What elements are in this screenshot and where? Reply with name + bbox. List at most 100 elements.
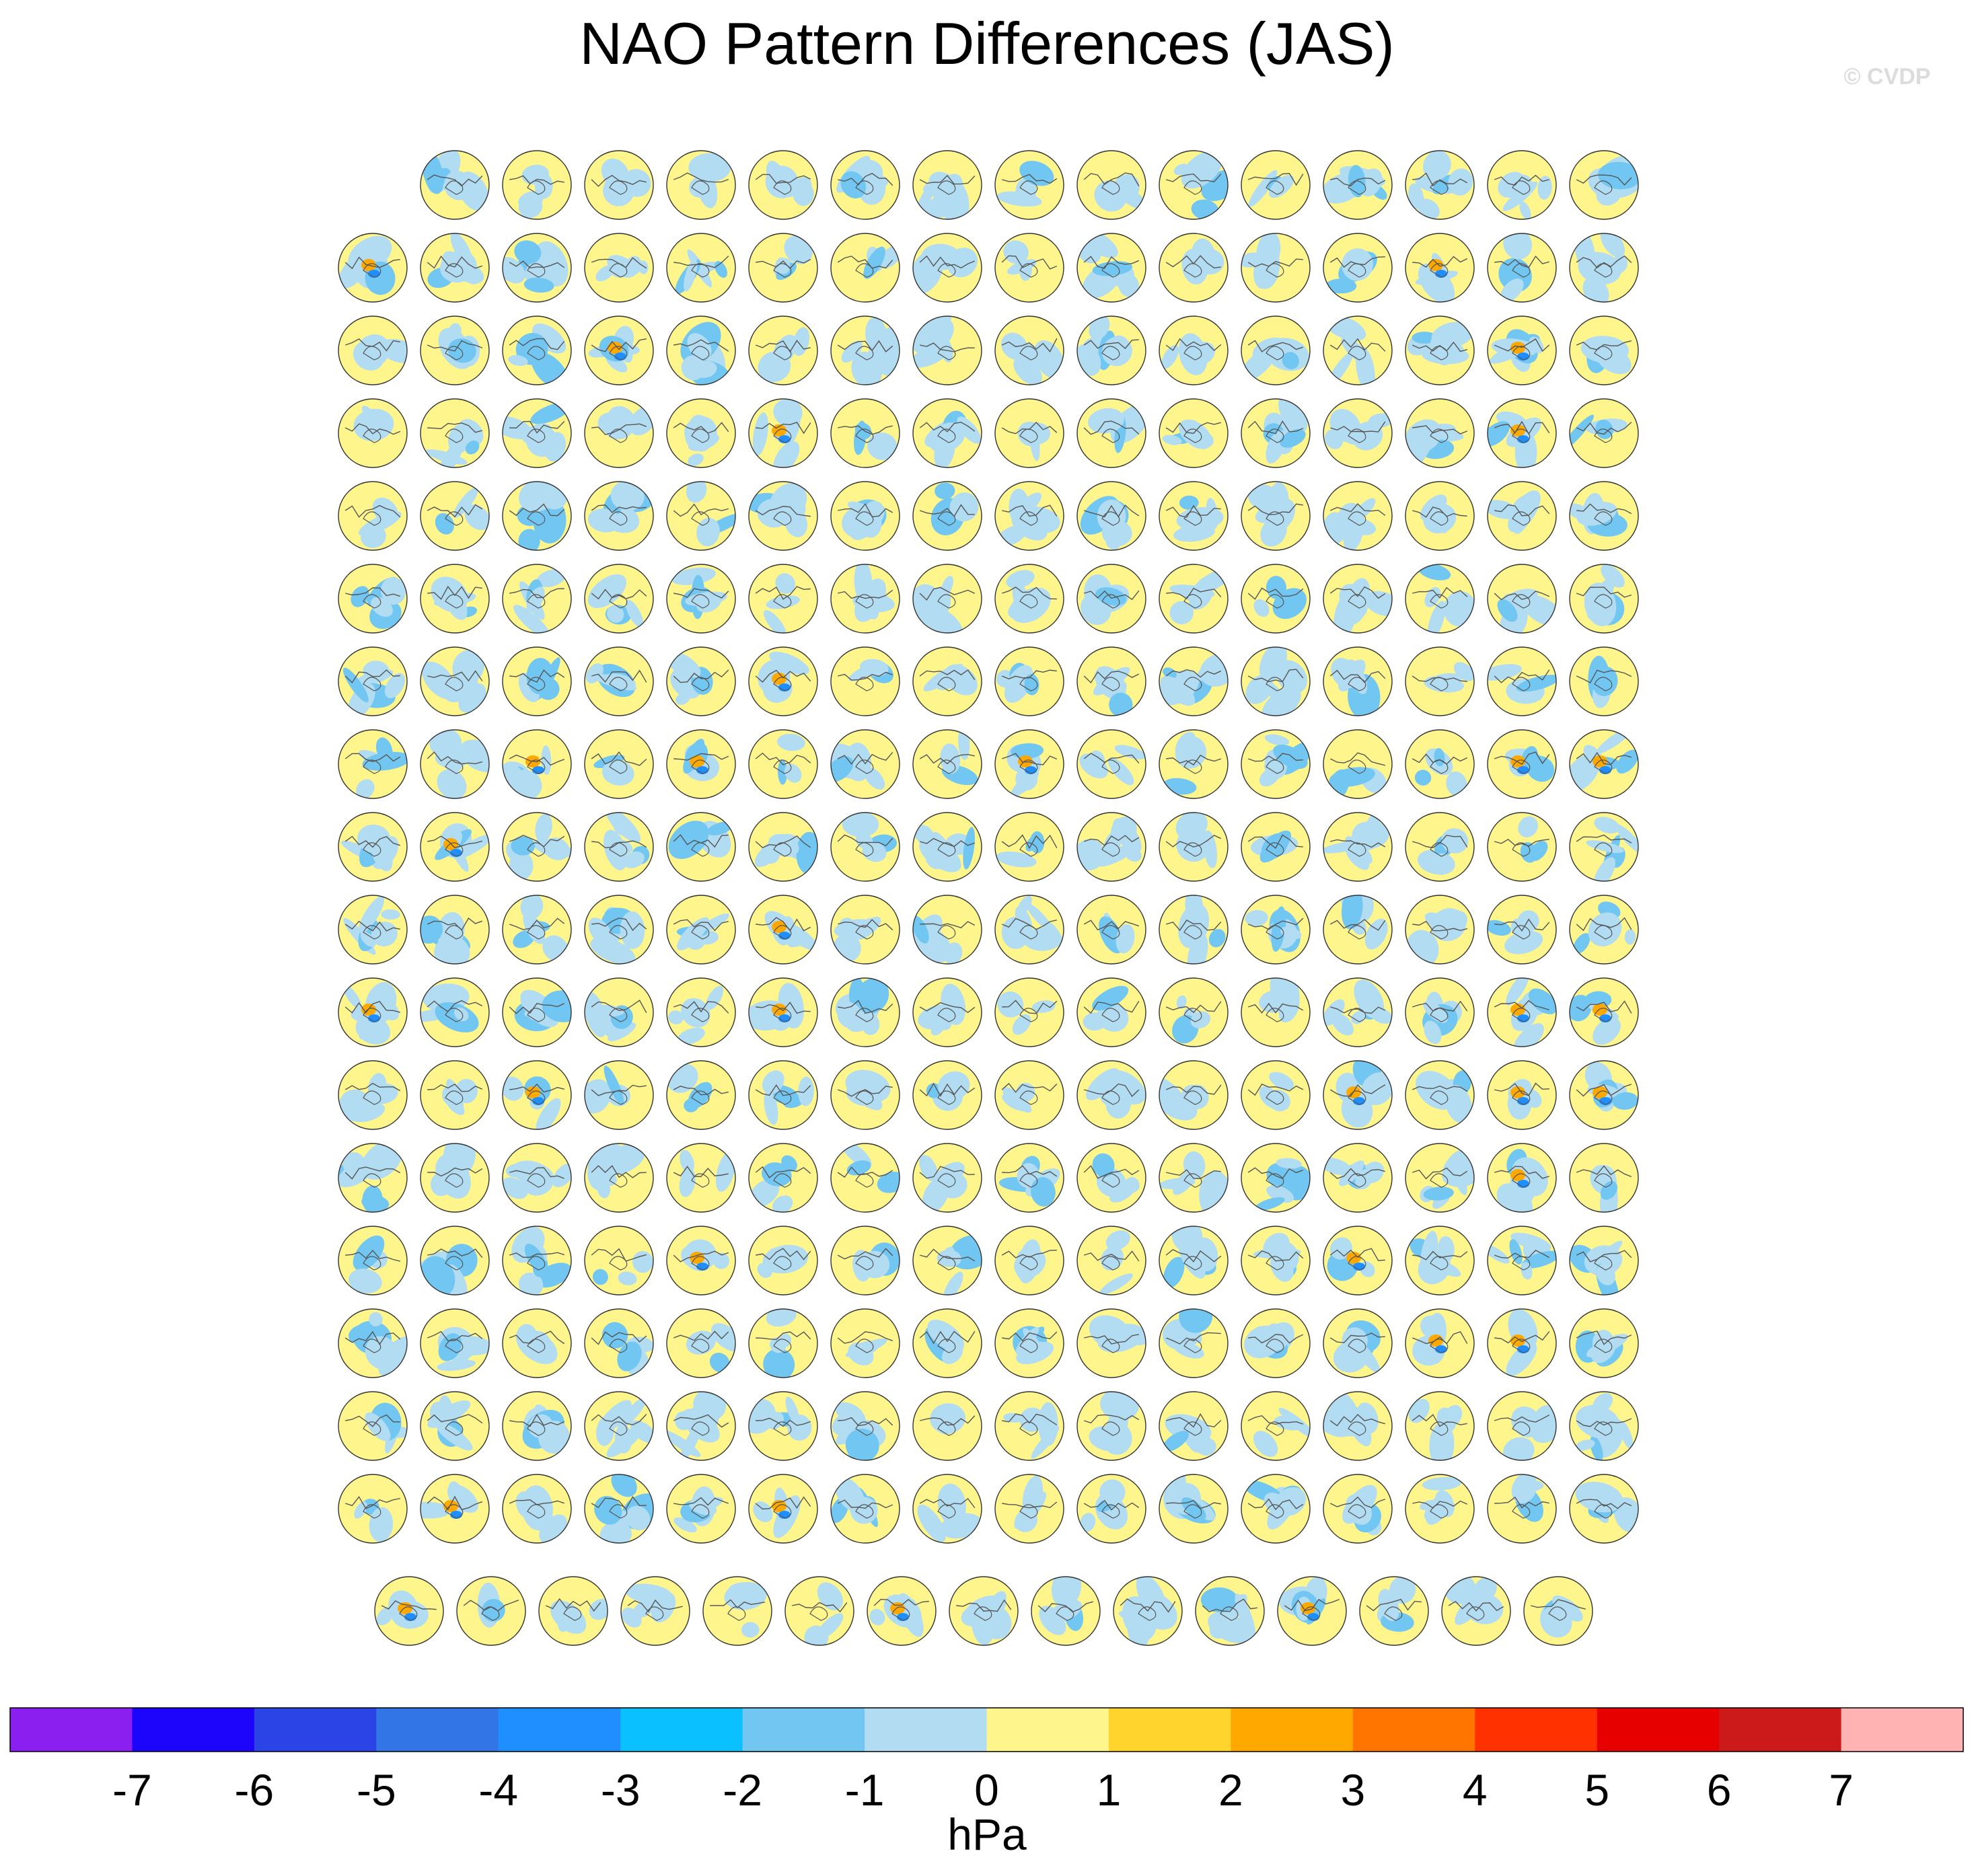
map-panel-border xyxy=(502,1391,572,1461)
map-panel xyxy=(421,399,489,467)
map-panel-border xyxy=(1076,1391,1146,1461)
map-panel xyxy=(375,1577,443,1645)
map-panel-border xyxy=(748,150,818,220)
map-panel-border xyxy=(1159,315,1229,385)
map-panel xyxy=(1570,399,1638,467)
map-panel-border xyxy=(912,1474,982,1544)
map-panel-border xyxy=(994,1474,1064,1544)
map-panel xyxy=(1570,813,1638,881)
map-panel xyxy=(1323,1474,1392,1543)
colorbar-outline xyxy=(9,1707,1964,1752)
map-panel-border xyxy=(994,481,1064,551)
map-panel xyxy=(1159,1061,1228,1129)
map-panel xyxy=(1241,1226,1310,1295)
map-panel xyxy=(831,730,900,798)
map-panel-border xyxy=(912,895,982,965)
map-panel xyxy=(667,1061,735,1129)
map-panel xyxy=(585,564,653,633)
map-panel-border xyxy=(1241,1226,1311,1296)
map-panel-border xyxy=(830,150,900,220)
map-panel-border xyxy=(666,564,736,634)
map-panel-border xyxy=(584,977,654,1047)
map-panel-border xyxy=(1241,895,1311,965)
map-panel xyxy=(667,895,735,964)
map-panel xyxy=(1323,1309,1392,1378)
map-panel xyxy=(1159,1226,1228,1295)
map-panel-border xyxy=(830,1474,900,1544)
map-panel-border xyxy=(1323,481,1393,551)
map-panel xyxy=(995,978,1064,1047)
map-panel-border xyxy=(1405,646,1475,716)
map-panel xyxy=(1077,647,1146,716)
map-panel-border xyxy=(1323,233,1393,303)
map-panel xyxy=(749,233,817,302)
map-panel-border xyxy=(502,1226,572,1296)
map-panel-border xyxy=(1569,1391,1639,1461)
map-panel-border xyxy=(748,315,818,385)
map-panel xyxy=(831,1309,900,1378)
map-panel xyxy=(995,399,1064,467)
map-panel-border xyxy=(1487,150,1557,220)
map-panel-border xyxy=(502,150,572,220)
map-panel-border xyxy=(1569,1226,1639,1296)
map-panel xyxy=(338,233,407,302)
map-panel xyxy=(1488,813,1556,881)
map-panel xyxy=(1570,647,1638,716)
map-panel xyxy=(1488,151,1556,219)
map-panel xyxy=(831,1474,900,1543)
colorbar-swatch xyxy=(1352,1708,1475,1752)
map-panel-border xyxy=(1487,646,1557,716)
map-panel-border xyxy=(1076,895,1146,965)
map-panel-border xyxy=(1487,1474,1557,1544)
map-panel-border xyxy=(912,315,982,385)
colorbar-tick-label: 0 xyxy=(974,1765,999,1815)
map-panel xyxy=(1241,895,1310,964)
map-panel-border xyxy=(1569,895,1639,965)
map-panel-border xyxy=(1076,233,1146,303)
map-panel-border xyxy=(1159,1474,1229,1544)
map-panel-border xyxy=(1159,1060,1229,1130)
map-panel-border xyxy=(994,895,1064,965)
map-panel xyxy=(421,1061,489,1129)
map-panel-border xyxy=(1323,1143,1393,1213)
map-panel-border xyxy=(830,812,900,882)
map-panel-border xyxy=(912,233,982,303)
map-panel-border xyxy=(912,1143,982,1213)
map-panel-border xyxy=(912,481,982,551)
colorbar-tick-label: 4 xyxy=(1463,1765,1488,1815)
map-panel xyxy=(667,1226,735,1295)
map-panel xyxy=(1570,730,1638,798)
map-panel-border xyxy=(338,1060,408,1130)
map-panel xyxy=(995,1309,1064,1378)
colorbar-swatch xyxy=(742,1708,865,1752)
map-panel-border xyxy=(584,646,654,716)
map-panel-border xyxy=(1076,1143,1146,1213)
map-panel xyxy=(338,1309,407,1378)
map-panel xyxy=(503,1061,571,1129)
map-panel-border xyxy=(584,1474,654,1544)
map-panel xyxy=(1159,1392,1228,1460)
map-panel xyxy=(667,482,735,550)
map-panel-border xyxy=(1405,1474,1475,1544)
map-panel xyxy=(1241,1474,1310,1543)
map-panel-border xyxy=(584,1226,654,1296)
map-panel-border xyxy=(338,1143,408,1213)
colorbar-swatch xyxy=(865,1708,987,1752)
map-panel-border xyxy=(748,1308,818,1378)
map-panel-border xyxy=(1569,1474,1639,1544)
map-panel xyxy=(503,316,571,385)
map-panel-border xyxy=(420,1474,490,1544)
map-panel-border xyxy=(1487,1143,1557,1213)
map-panel xyxy=(1570,978,1638,1047)
map-panel-border xyxy=(1405,233,1475,303)
map-panel xyxy=(503,1226,571,1295)
map-panel xyxy=(1113,1577,1182,1645)
map-panel-border xyxy=(748,1226,818,1296)
map-panel xyxy=(1405,895,1474,964)
map-panel-border xyxy=(1323,1308,1393,1378)
map-panel-border xyxy=(830,481,900,551)
colorbar-tick-label: -2 xyxy=(723,1765,762,1815)
map-panel-border xyxy=(338,481,408,551)
map-panel xyxy=(749,482,817,550)
